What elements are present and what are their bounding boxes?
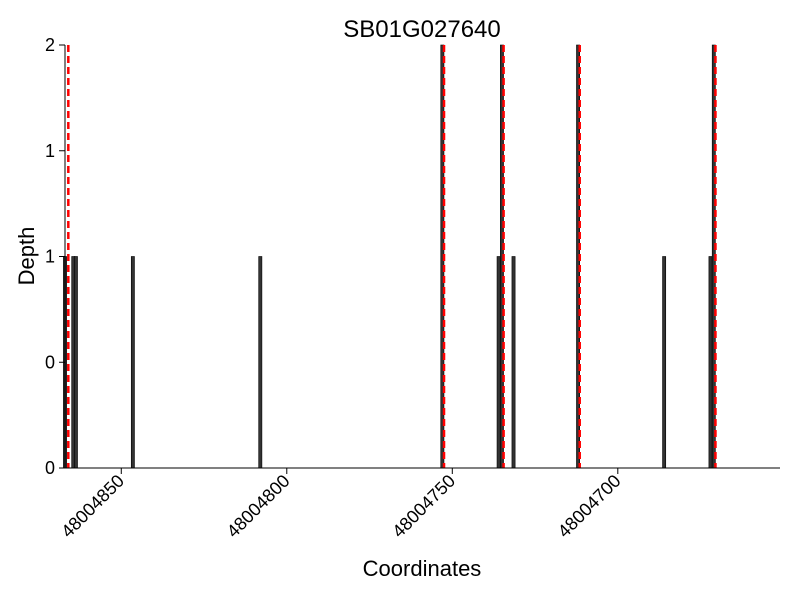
y-tick-label: 0 <box>45 458 55 478</box>
plot-area: 0 0 1 1 2 48004850 48004800 48004750 48004700 <box>45 35 780 541</box>
y-tick-label: 0 <box>45 352 55 372</box>
depth-bar <box>511 256 516 469</box>
y-axis-label: Depth <box>14 227 39 286</box>
depth-bar <box>708 256 713 469</box>
depth-bar <box>662 256 667 469</box>
x-tick-label: 48004850 <box>57 471 128 542</box>
depth-bar <box>130 256 135 469</box>
depth-bar <box>496 256 501 469</box>
x-tick-label: 48004800 <box>223 471 294 542</box>
y-tick-label: 2 <box>45 35 55 55</box>
depth-bar <box>74 256 78 469</box>
y-tick-label: 1 <box>45 247 55 267</box>
depth-bar <box>258 256 263 469</box>
chart-title: SB01G027640 <box>343 16 500 43</box>
x-tick-label: 48004700 <box>554 471 625 542</box>
x-tick-label: 48004750 <box>388 471 459 542</box>
y-tick-label: 1 <box>45 141 55 161</box>
x-axis-label: Coordinates <box>363 556 482 581</box>
